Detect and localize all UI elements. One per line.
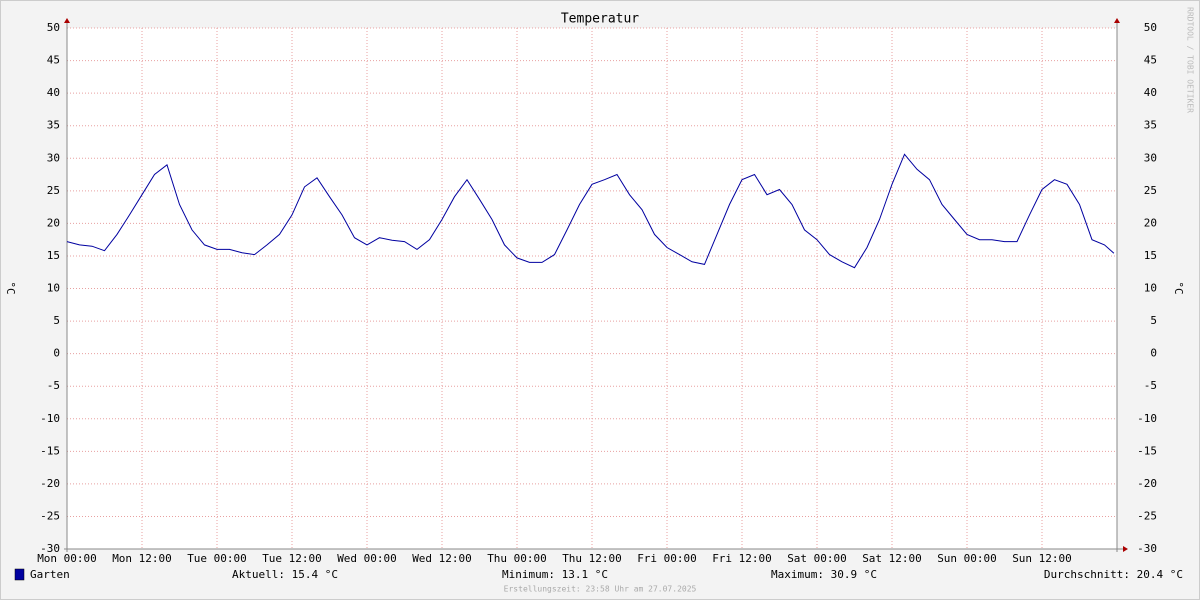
y2-tick-label: 20 [1144, 216, 1157, 229]
legend-label: Garten [30, 568, 70, 581]
y-axis-label: °C [4, 281, 17, 294]
y2-tick-label: -25 [1137, 509, 1157, 522]
y2-tick-label: 10 [1144, 282, 1157, 295]
y-tick-label: -30 [40, 542, 60, 555]
chart-title: Temperatur [561, 12, 639, 27]
series-line [66, 153, 1115, 269]
y-tick-label: 0 [53, 347, 60, 360]
x-tick-label: Sun 12:00 [1012, 552, 1072, 565]
axis-arrow [1114, 18, 1120, 23]
x-tick-label: Mon 12:00 [112, 552, 172, 565]
footer: Erstellungszeit: 23:58 Uhr am 27.07.2025 [504, 585, 697, 594]
y-tick-label: 35 [47, 119, 60, 132]
x-tick-label: Wed 12:00 [412, 552, 472, 565]
x-tick-label: Thu 00:00 [487, 552, 547, 565]
y-tick-label: -5 [47, 379, 60, 392]
y-tick-label: -20 [40, 477, 60, 490]
y2-tick-label: 45 [1144, 54, 1157, 67]
y2-tick-label: 50 [1144, 21, 1157, 34]
y2-tick-label: 15 [1144, 249, 1157, 262]
y2-axis-label: °C [1172, 281, 1185, 294]
y2-tick-label: -30 [1137, 542, 1157, 555]
y2-tick-label: 40 [1144, 86, 1157, 99]
y2-tick-label: -15 [1137, 444, 1157, 457]
y-tick-label: -15 [40, 444, 60, 457]
y2-tick-label: -20 [1137, 477, 1157, 490]
y-tick-label: 40 [47, 86, 60, 99]
y2-tick-label: -5 [1144, 379, 1157, 392]
y-tick-label: 50 [47, 21, 60, 34]
x-tick-label: Sat 00:00 [787, 552, 847, 565]
y2-tick-label: 25 [1144, 184, 1157, 197]
x-tick-label: Tue 12:00 [262, 552, 322, 565]
y2-tick-label: -10 [1137, 412, 1157, 425]
y2-tick-label: 0 [1150, 347, 1157, 360]
x-tick-label: Fri 12:00 [712, 552, 772, 565]
legend-stat: Maximum: 30.9 °C [771, 568, 877, 581]
x-tick-label: Sat 12:00 [862, 552, 922, 565]
x-tick-label: Mon 00:00 [37, 552, 97, 565]
y-tick-label: 10 [47, 282, 60, 295]
y2-tick-label: 5 [1150, 314, 1157, 327]
y2-tick-label: 30 [1144, 151, 1157, 164]
legend-stat: Durchschnitt: 20.4 °C [1044, 568, 1183, 581]
legend-stat: Minimum: 13.1 °C [502, 568, 608, 581]
y-tick-label: 15 [47, 249, 60, 262]
x-tick-label: Thu 12:00 [562, 552, 622, 565]
legend-swatch [14, 568, 25, 581]
y-tick-label: 5 [53, 314, 60, 327]
legend-stat: Aktuell: 15.4 °C [232, 568, 338, 581]
y-tick-label: 30 [47, 151, 60, 164]
watermark: RRDTOOL / TOBI OETIKER [1186, 7, 1195, 113]
axis-arrow [1123, 546, 1128, 552]
y2-tick-label: 35 [1144, 119, 1157, 132]
y-tick-label: -10 [40, 412, 60, 425]
x-tick-label: Fri 00:00 [637, 552, 697, 565]
x-tick-label: Wed 00:00 [337, 552, 397, 565]
y-tick-label: 45 [47, 54, 60, 67]
y-tick-label: 25 [47, 184, 60, 197]
axis-arrow [64, 18, 70, 23]
y-tick-label: 20 [47, 216, 60, 229]
x-tick-label: Sun 00:00 [937, 552, 997, 565]
x-tick-label: Tue 00:00 [187, 552, 247, 565]
y-tick-label: -25 [40, 509, 60, 522]
